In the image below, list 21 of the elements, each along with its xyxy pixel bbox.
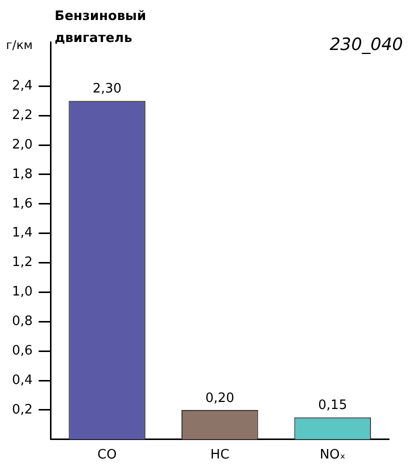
y-tick-label: 1,0 (12, 284, 33, 300)
data-label: 0,20 (205, 390, 234, 406)
y-tick-label: 1,8 (12, 166, 33, 182)
y-tick-label: 1,6 (12, 196, 33, 212)
y-tick-label: 1,2 (12, 255, 33, 270)
y-tick-label: 0,4 (12, 372, 33, 388)
x-tick-label: NOₓ (320, 448, 346, 463)
data-label: 2,30 (92, 82, 122, 97)
y-tick-label: 2,0 (12, 137, 33, 152)
x-tick-label: CO (97, 448, 117, 463)
y-tick-label: 0,6 (12, 343, 33, 358)
chart-title: Бензиновый двигатель (54, 8, 146, 46)
y-tick-label: 0,8 (12, 314, 33, 330)
y-tick-label: 2,2 (12, 108, 33, 123)
y-axis-title: г/км (6, 38, 33, 52)
y-tick-label: 1,4 (12, 226, 33, 241)
x-tick-label: HC (210, 448, 230, 463)
y-tick-label: 0,2 (12, 402, 33, 418)
y-tick-label: 2,4 (12, 78, 33, 94)
data-label: 0,15 (318, 398, 348, 414)
annotation: 230_040 (330, 34, 403, 55)
